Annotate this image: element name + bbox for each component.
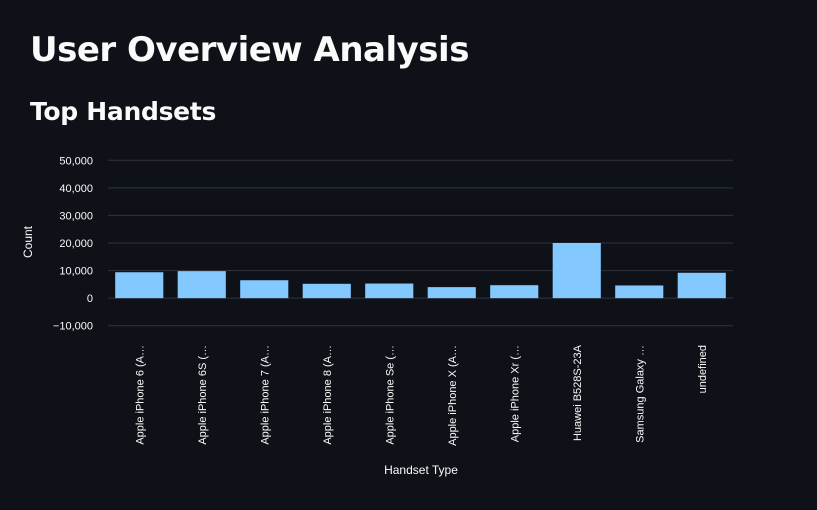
y-axis-label: Count xyxy=(21,225,35,258)
bar[interactable] xyxy=(302,283,351,299)
x-tick-labels: Apple iPhone 6 (A… Apple iPhone 6S (… Appl… xyxy=(134,344,709,446)
chart-svg: −10,000 0 10,000 20,000 30,000 40,000 50,000 A… xyxy=(21,155,733,477)
y-tick-label: 10,000 xyxy=(59,266,93,278)
grid-lines xyxy=(108,159,733,327)
x-tick-label: Samsung Galaxy … xyxy=(634,345,646,443)
y-tick-label: 40,000 xyxy=(59,183,93,195)
bar[interactable] xyxy=(552,243,601,299)
x-tick-label: Apple iPhone 6 (A… xyxy=(134,345,146,445)
section-title: Top Handsets xyxy=(30,97,217,126)
bar[interactable] xyxy=(677,272,726,299)
y-tick-label: 20,000 xyxy=(59,238,93,250)
x-axis-label: Handset Type xyxy=(384,463,458,477)
bars xyxy=(115,243,726,299)
x-tick-label: Apple iPhone Se (… xyxy=(384,345,396,445)
x-tick-label: Huawei B528S-23A xyxy=(572,344,584,441)
bar[interactable] xyxy=(365,283,414,299)
page-title: User Overview Analysis xyxy=(30,30,469,70)
bar[interactable] xyxy=(490,285,539,299)
bar[interactable] xyxy=(427,287,476,299)
x-tick-label: Apple iPhone 8 (A… xyxy=(322,345,334,445)
bar[interactable] xyxy=(615,285,664,299)
x-tick-label: Apple iPhone X (A… xyxy=(447,345,459,446)
y-tick-label: 50,000 xyxy=(59,155,93,167)
y-tick-label: 0 xyxy=(87,293,93,305)
bar[interactable] xyxy=(240,280,289,299)
x-tick-label: Apple iPhone 7 (A… xyxy=(259,345,271,445)
bar[interactable] xyxy=(115,272,164,299)
bar-chart[interactable]: −10,000 0 10,000 20,000 30,000 40,000 50,000 A… xyxy=(0,140,817,510)
y-tick-labels: −10,000 0 10,000 20,000 30,000 40,000 50,000 xyxy=(53,155,93,332)
x-tick-label: Apple iPhone Xr (… xyxy=(509,345,521,442)
y-tick-label: 30,000 xyxy=(59,210,93,222)
x-tick-label: undefined xyxy=(697,345,709,393)
x-tick-label: Apple iPhone 6S (… xyxy=(197,345,209,445)
bar[interactable] xyxy=(177,271,226,299)
y-tick-label: −10,000 xyxy=(53,321,93,333)
